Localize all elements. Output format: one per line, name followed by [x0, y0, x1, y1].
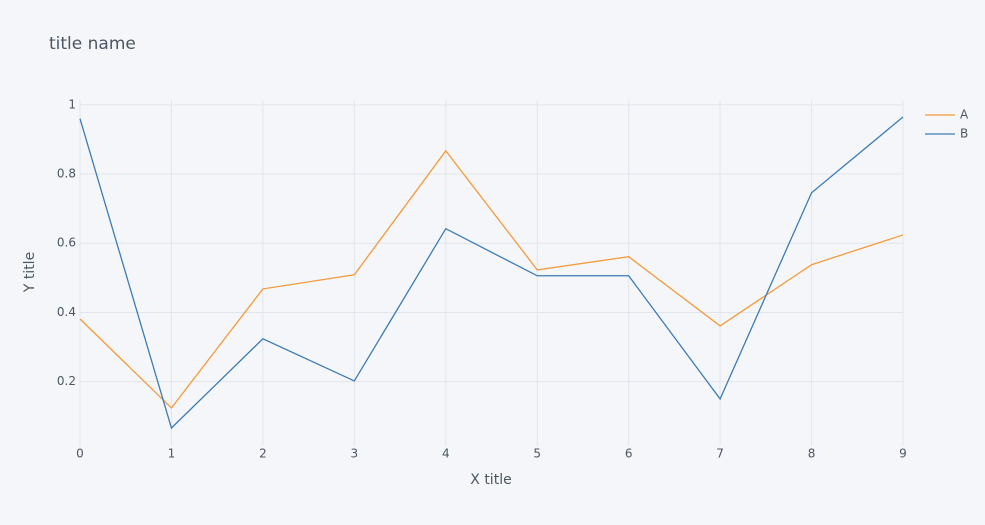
y-axis-title: Y title [22, 252, 38, 293]
x-axis-title: X title [470, 472, 511, 488]
x-tick-label: 7 [716, 447, 724, 461]
series-line [79, 116, 904, 430]
y-tick-label: 0.4 [57, 305, 76, 319]
x-tick-label: 2 [259, 447, 267, 461]
y-tick-label: 0.2 [57, 374, 76, 388]
x-tick-label: 3 [351, 447, 359, 461]
x-tick-label: 1 [168, 447, 176, 461]
legend-label: B [960, 127, 968, 141]
x-tick-label: 5 [533, 447, 541, 461]
legend-label: A [960, 108, 969, 122]
y-tick-label: 0.6 [57, 236, 76, 250]
y-tick-label: 0.8 [57, 167, 76, 181]
x-tick-label: 8 [808, 447, 816, 461]
x-tick-label: 4 [442, 447, 450, 461]
y-tick-label: 1 [68, 97, 76, 111]
x-tick-label: 9 [899, 447, 907, 461]
x-tick-label: 6 [625, 447, 633, 461]
chart-title: title name [49, 34, 136, 54]
x-tick-label: 0 [76, 447, 84, 461]
